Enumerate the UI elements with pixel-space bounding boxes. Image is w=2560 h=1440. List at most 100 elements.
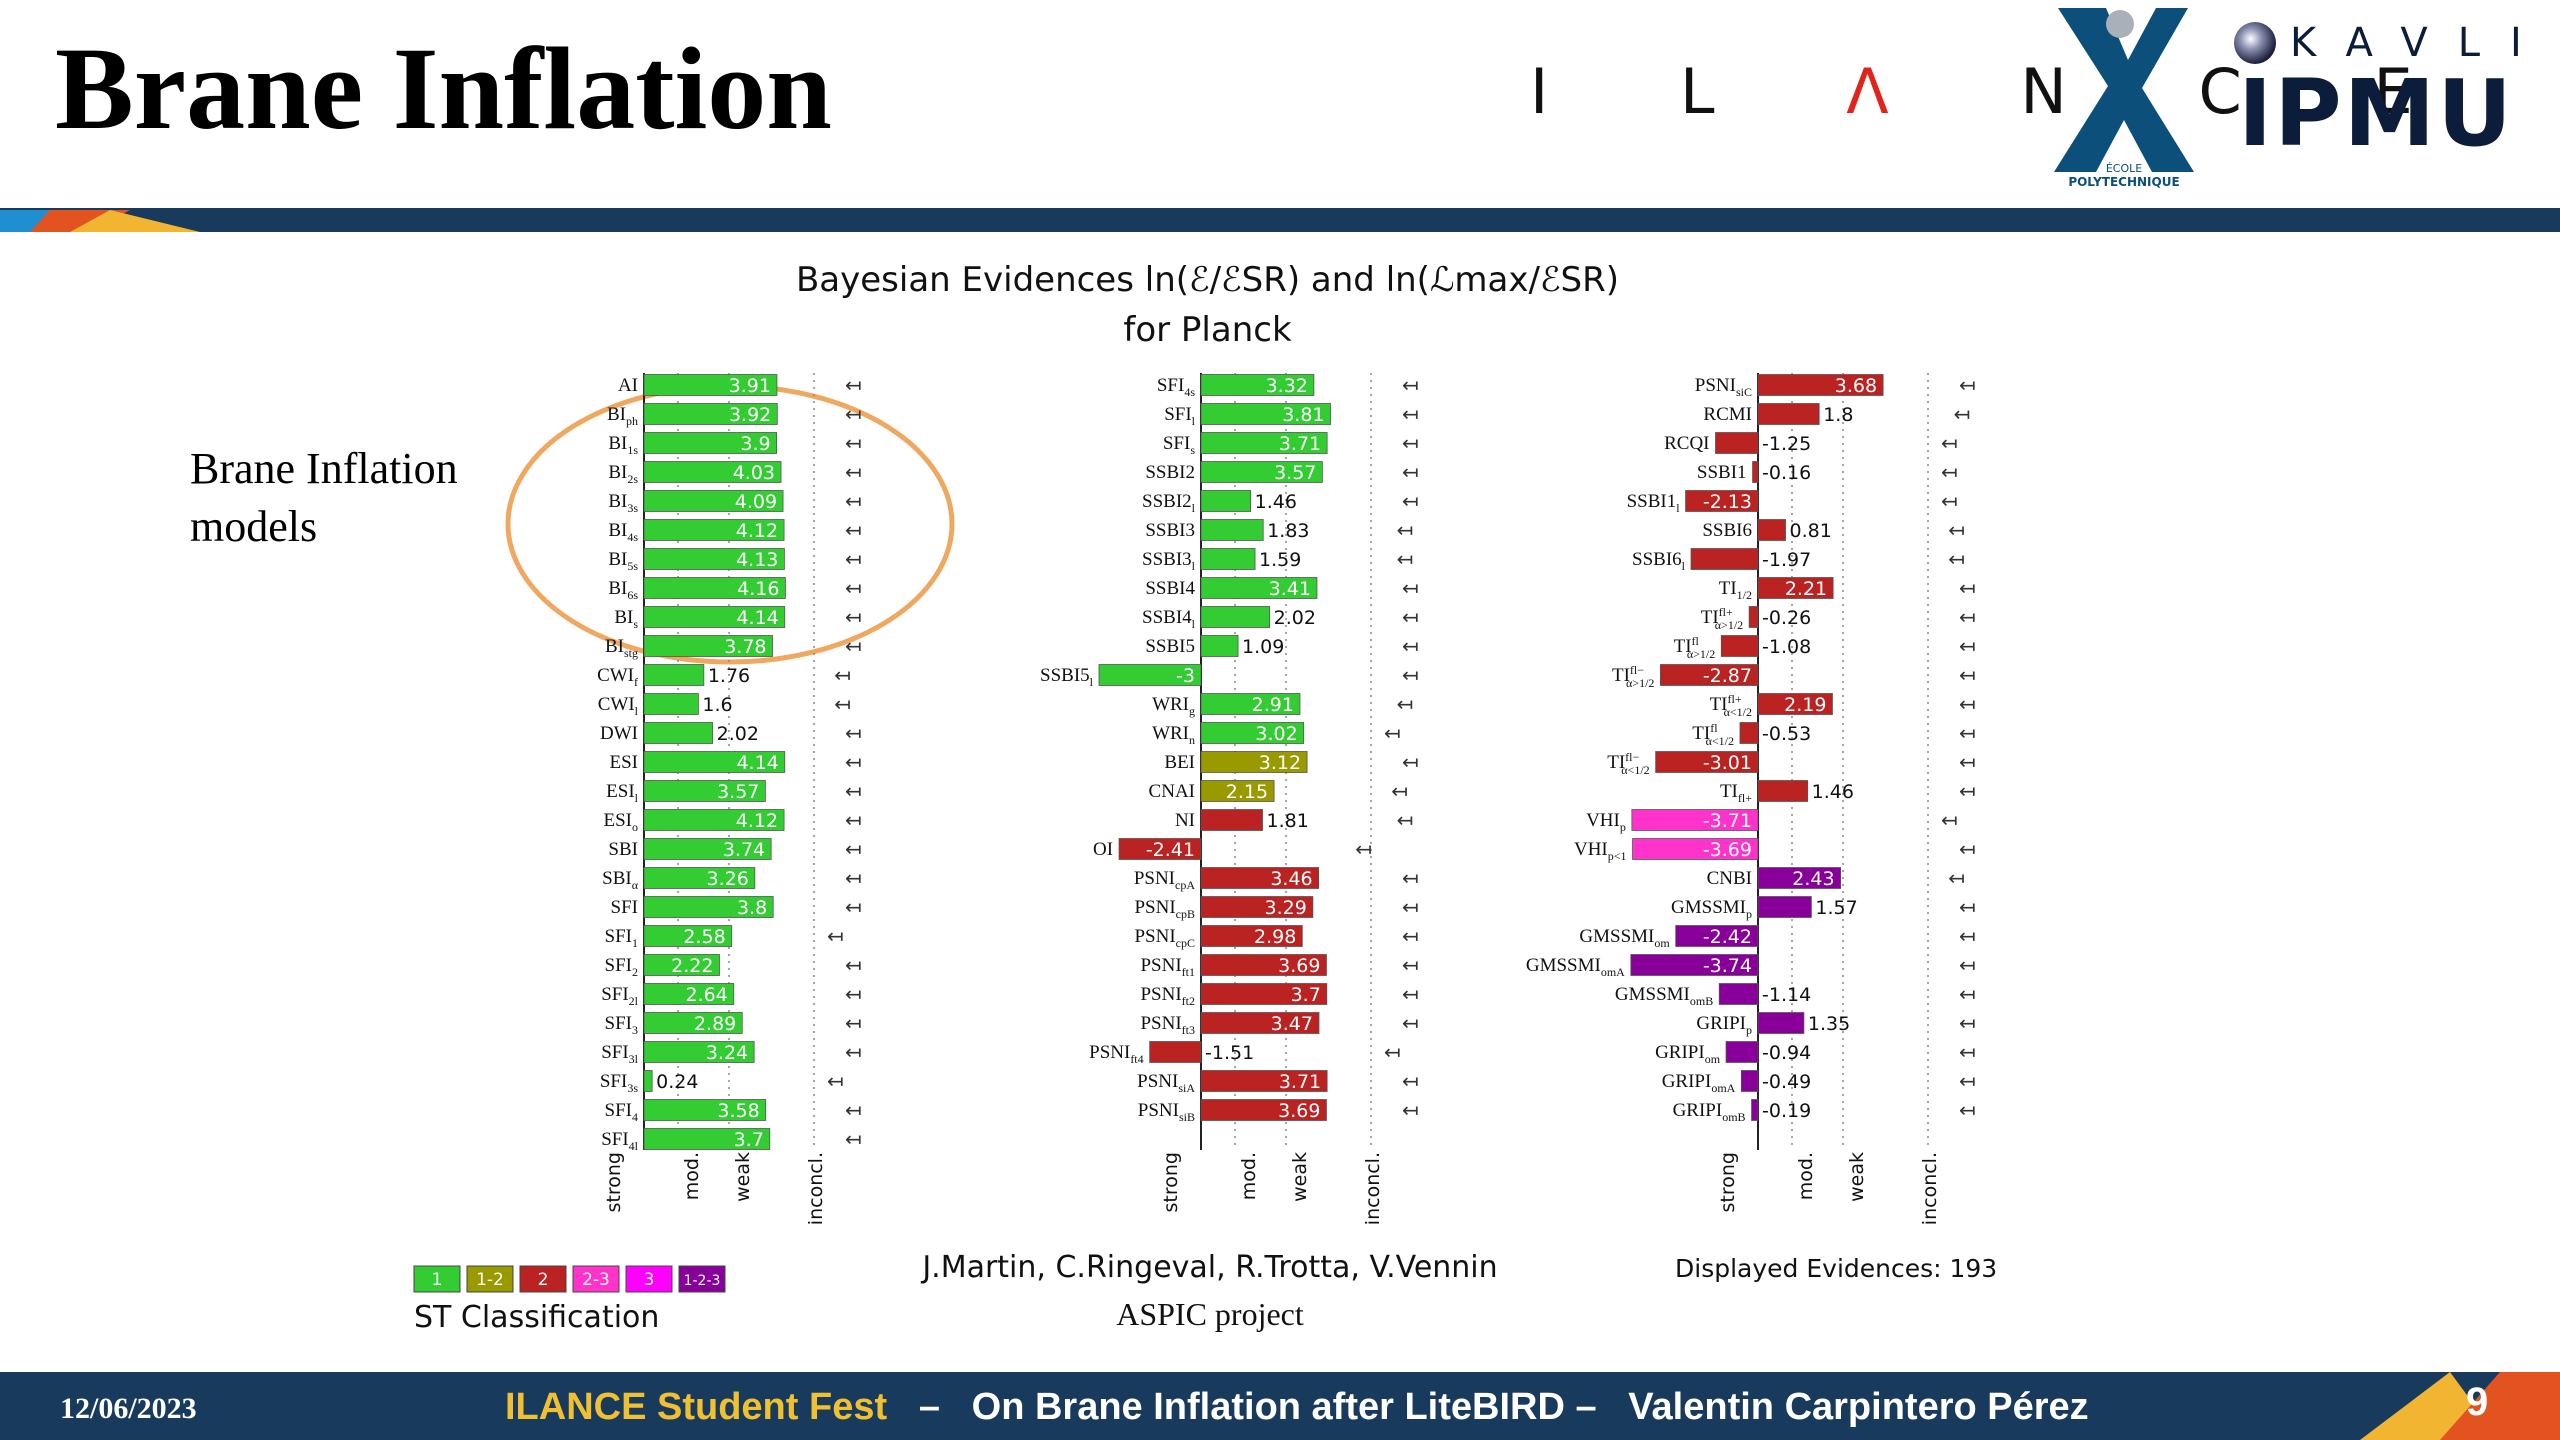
model-label: PSNIsiA <box>1137 1071 1195 1095</box>
model-label: TIfl+ α<1/2 <box>1710 692 1752 719</box>
model-label: PSNIcpB <box>1134 897 1195 921</box>
axis-label: inconcl. <box>1362 1152 1384 1225</box>
model-label: SFI4l <box>601 1129 638 1153</box>
lmax-marker: ↤ <box>1959 779 1976 803</box>
model-label: PSNIsiB <box>1138 1100 1195 1124</box>
bar <box>1200 1012 1320 1034</box>
value-label: -2.13 <box>1703 491 1752 513</box>
bar <box>1748 606 1759 628</box>
lmax-marker: ↤ <box>1948 518 1965 542</box>
lmax-marker: ↤ <box>1397 808 1414 832</box>
model-label: SFI4s <box>1157 375 1195 399</box>
bar <box>1757 1012 1805 1034</box>
model-label: GMSSMIom <box>1579 926 1670 950</box>
bar <box>1200 461 1323 483</box>
lmax-marker: ↤ <box>1402 1069 1419 1093</box>
model-label: WRIg <box>1152 694 1195 718</box>
lmax-marker: ↤ <box>845 634 862 658</box>
value-label: 1.59 <box>1259 549 1301 571</box>
value-label: 4.12 <box>736 520 778 542</box>
chart-title-line1: Bayesian Evidences ln(ℰ/ℰSR) and ln(ℒmax… <box>795 260 1620 300</box>
bar <box>643 722 714 744</box>
model-label: SSBI6l <box>1632 549 1686 573</box>
model-label: VHIp <box>1586 810 1626 834</box>
value-label: 2.89 <box>694 1013 736 1035</box>
value-label: 3.74 <box>723 839 765 861</box>
bar <box>1200 693 1301 715</box>
lmax-marker: ↤ <box>1959 924 1976 948</box>
model-label: BEI <box>1164 752 1195 773</box>
model-label: DWI <box>600 723 638 744</box>
bar <box>643 1099 767 1121</box>
chart-title-line2: for Planck <box>1123 310 1292 350</box>
bar <box>1739 722 1759 744</box>
annotation-line2: models <box>190 502 318 551</box>
lmax-marker: ↤ <box>1402 750 1419 774</box>
bar <box>643 606 786 628</box>
value-label: -0.26 <box>1762 607 1811 629</box>
value-label: 4.03 <box>733 462 775 484</box>
model-label: GRIPIp <box>1696 1013 1752 1037</box>
legend-label: 1 <box>432 1270 443 1290</box>
value-label: 3.69 <box>1278 1100 1320 1122</box>
value-label: 1.6 <box>702 694 732 716</box>
axis-label: weak <box>1846 1152 1868 1202</box>
model-label: VHIp<1 <box>1574 839 1627 863</box>
bar <box>1757 780 1809 802</box>
model-label: SFI <box>611 897 638 918</box>
value-label: 2.19 <box>1784 694 1826 716</box>
model-label: NI <box>1175 810 1195 831</box>
footer-bar <box>0 1372 2560 1440</box>
value-label: -3.74 <box>1703 955 1752 977</box>
lmax-marker: ↤ <box>1397 518 1414 542</box>
value-label: -1.08 <box>1762 636 1811 658</box>
value-label: 3.68 <box>1835 375 1877 397</box>
value-label: 2.02 <box>1274 607 1316 629</box>
axis-label: strong <box>603 1152 625 1212</box>
legend-label: 1-2-3 <box>684 1273 721 1289</box>
axis-label: inconcl. <box>805 1152 827 1225</box>
bar <box>643 1012 743 1034</box>
bar <box>1757 577 1834 599</box>
bar <box>1725 1041 1759 1063</box>
kavli-star-icon <box>2234 22 2276 64</box>
bar <box>1660 664 1759 686</box>
value-label: 3.12 <box>1259 752 1301 774</box>
page-number[interactable]: 9 <box>2466 1380 2489 1424</box>
model-label: SFIs <box>1163 433 1195 457</box>
value-label: -0.53 <box>1762 723 1811 745</box>
value-label: 3.29 <box>1265 897 1307 919</box>
bar <box>1715 432 1759 454</box>
model-label: SSBI3 <box>1145 520 1195 541</box>
value-label: 1.46 <box>1255 491 1297 513</box>
lmax-marker: ↤ <box>1402 634 1419 658</box>
value-label: 4.09 <box>735 491 777 513</box>
bar <box>1200 577 1318 599</box>
lmax-marker: ↤ <box>1355 837 1372 861</box>
value-label: -2.41 <box>1146 839 1195 861</box>
bar <box>1757 403 1820 425</box>
legend-swatch <box>466 1265 514 1293</box>
lmax-marker: ↤ <box>1959 750 1976 774</box>
value-label: 2.02 <box>717 723 759 745</box>
model-label: CNAI <box>1149 781 1195 802</box>
lmax-marker: ↤ <box>845 721 862 745</box>
bar <box>1200 374 1315 396</box>
value-label: 0.81 <box>1790 520 1832 542</box>
value-label: 3.71 <box>1279 1071 1321 1093</box>
ecole-small: ÉCOLE <box>2106 162 2142 175</box>
model-label: SSBI2 <box>1145 462 1195 483</box>
model-label: BI5s <box>608 549 638 573</box>
value-label: 2.64 <box>685 984 727 1006</box>
ecole-big: POLYTECHNIQUE <box>2068 175 2179 188</box>
annotation-line1: Brane Inflation <box>190 444 458 493</box>
lmax-marker: ↤ <box>845 489 862 513</box>
value-label: 0.24 <box>656 1071 698 1093</box>
bar <box>643 635 773 657</box>
value-label: 2.58 <box>683 926 725 948</box>
lmax-marker: ↤ <box>1959 605 1976 629</box>
bar <box>1720 635 1759 657</box>
bar <box>1632 838 1759 860</box>
model-label: TIfl+ <box>1720 781 1752 805</box>
value-label: 3.57 <box>717 781 759 803</box>
